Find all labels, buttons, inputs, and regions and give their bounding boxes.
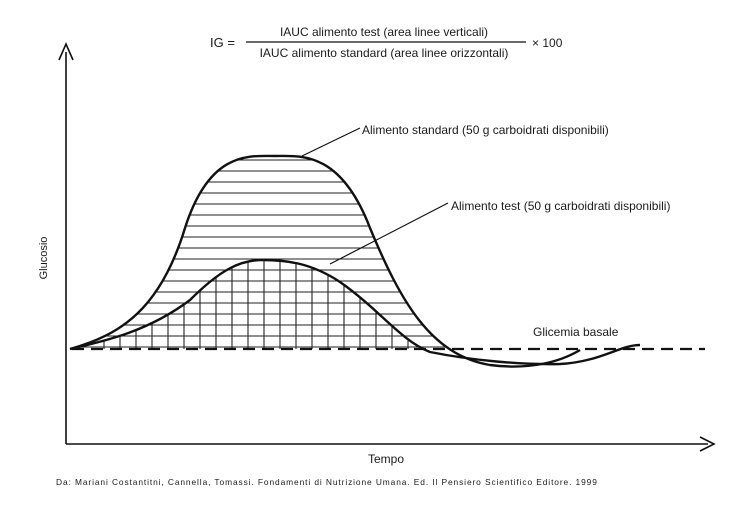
formula-denominator: IAUC alimento standard (area linee orizz…	[260, 46, 509, 60]
x-axis-arrowhead	[699, 436, 716, 452]
formula-multiplier: × 100	[532, 36, 563, 50]
y-axis-label: Glucosio	[38, 237, 50, 280]
source-citation: Da: Mariani Costantitni, Cannella, Tomas…	[56, 477, 598, 487]
x-axis-label: Tempo	[368, 452, 404, 466]
formula-numerator: IAUC alimento test (area linee verticali…	[280, 25, 488, 39]
standard-food-leader-line	[301, 127, 361, 157]
baseline-label: Glicemia basale	[533, 325, 619, 339]
test-food-label: Alimento test (50 g carboidrati disponib…	[451, 199, 670, 213]
y-axis-arrowhead	[58, 42, 74, 61]
standard-food-label: Alimento standard (50 g carboidrati disp…	[362, 123, 609, 137]
standard-area-horizontal-hatching	[70, 159, 580, 348]
test-food-curve	[69, 258, 641, 366]
standard-food-curve	[69, 154, 581, 368]
test-food-leader-line	[329, 202, 449, 265]
formula-lhs: IG =	[210, 35, 235, 50]
